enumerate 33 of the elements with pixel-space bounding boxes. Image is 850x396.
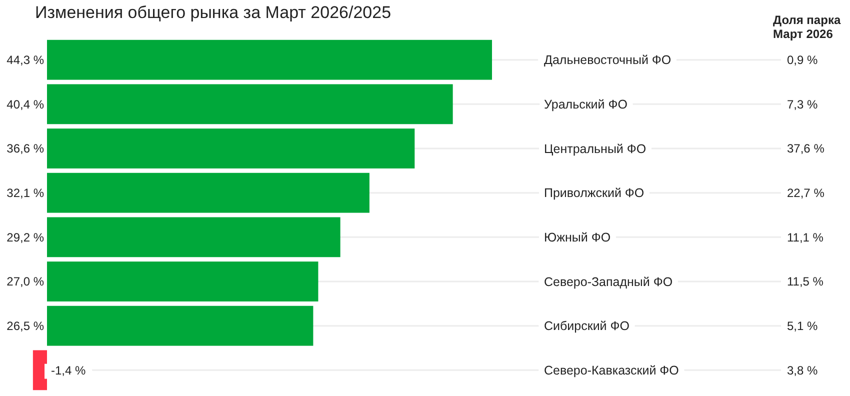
y-tick-label: Приволжский ФО xyxy=(544,186,644,200)
bar xyxy=(47,40,492,80)
text: 11,5 % xyxy=(787,274,824,289)
bar xyxy=(47,262,318,302)
data-label: 40,4 % xyxy=(6,97,44,112)
text: 11,1 % xyxy=(787,230,824,244)
text: 22,7 % xyxy=(787,186,825,200)
data-label: 27,0 % xyxy=(6,274,44,289)
y-tick-label: Сибирский ФО xyxy=(544,319,630,334)
y-tick-label: Северо-Западный ФО xyxy=(544,274,673,289)
data-label: 29,2 % xyxy=(6,230,44,244)
data-label: 32,1 % xyxy=(6,186,44,200)
y-tick-label: Центральный ФО xyxy=(544,142,646,156)
y-tick-label: Северо-Кавказский ФО xyxy=(544,364,680,378)
legend-title: Доля парка Март 2026 xyxy=(773,13,841,41)
data-label: 36,6 % xyxy=(6,142,44,156)
text: 5,1 % xyxy=(787,319,818,334)
text: 7,3 % xyxy=(787,97,818,112)
chart-title: Изменения общего рынка за Март 2026/2025 xyxy=(35,3,392,22)
bar xyxy=(47,84,453,124)
text: 37,6 % xyxy=(787,142,825,156)
bar xyxy=(47,217,340,258)
text: 0,9 % xyxy=(787,53,818,68)
bar xyxy=(47,128,415,168)
data-label: 44,3 % xyxy=(6,53,44,68)
bar xyxy=(47,306,314,346)
bar xyxy=(32,350,47,390)
y-tick-label: Южный ФО xyxy=(544,230,611,245)
bar xyxy=(47,172,370,213)
y-tick-label: Уральский ФО xyxy=(544,98,628,112)
text: 3,8 % xyxy=(787,363,818,378)
y-tick-label: Дальневосточный ФО xyxy=(544,53,672,68)
data-label: 26,5 % xyxy=(6,319,44,334)
